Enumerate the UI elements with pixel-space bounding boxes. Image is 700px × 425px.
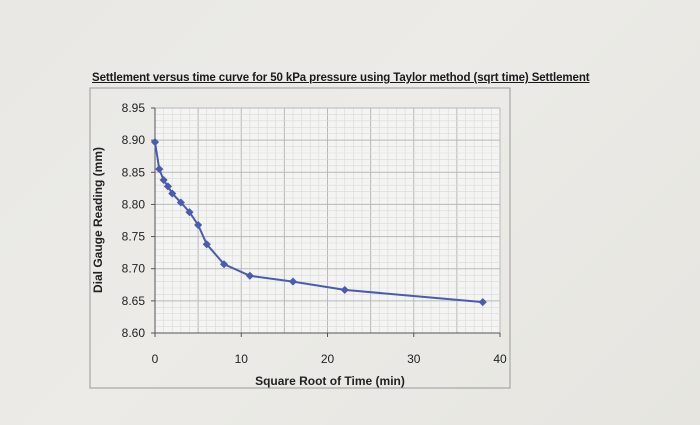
series-group xyxy=(150,137,487,307)
y-tick-label: 8.90 xyxy=(122,133,146,147)
data-point xyxy=(245,271,255,280)
data-point xyxy=(340,285,349,295)
tick-labels: 8.95 8.90 8.85 8.80 8.75 8.70 8.65 8.60 0 10 20 30 4… xyxy=(122,101,507,366)
data-point xyxy=(155,164,164,174)
x-tick-label: 30 xyxy=(407,352,421,366)
chart-title: Settlement versus time curve for 50 kPa … xyxy=(92,72,590,84)
y-tick-label: 8.80 xyxy=(122,197,146,211)
x-tick-label: 20 xyxy=(321,352,335,366)
y-tick-label: 8.70 xyxy=(122,262,146,276)
x-tick-label: 0 xyxy=(152,352,159,366)
y-tick-label: 8.95 xyxy=(122,101,146,115)
x-tick-label: 10 xyxy=(235,352,249,366)
data-point xyxy=(288,277,298,286)
data-point xyxy=(193,220,203,230)
data-point xyxy=(219,260,229,269)
y-tick-label: 8.85 xyxy=(122,165,146,179)
data-point xyxy=(150,137,160,147)
data-point xyxy=(478,297,487,307)
data-point xyxy=(163,182,173,191)
data-point xyxy=(202,240,211,249)
y-tick-label: 8.75 xyxy=(122,230,146,244)
y-tick-label: 8.65 xyxy=(122,294,146,308)
y-axis-label: Dial Gauge Reading (mm) xyxy=(91,147,105,293)
chart-frame xyxy=(89,87,511,389)
data-point xyxy=(159,175,168,185)
data-point xyxy=(168,189,177,198)
x-tick-label: 40 xyxy=(493,352,507,366)
data-point xyxy=(176,198,186,207)
x-axis-label: Square Root of Time (min) xyxy=(255,374,405,388)
y-tick-label: 8.60 xyxy=(122,326,146,340)
data-point xyxy=(185,207,194,217)
